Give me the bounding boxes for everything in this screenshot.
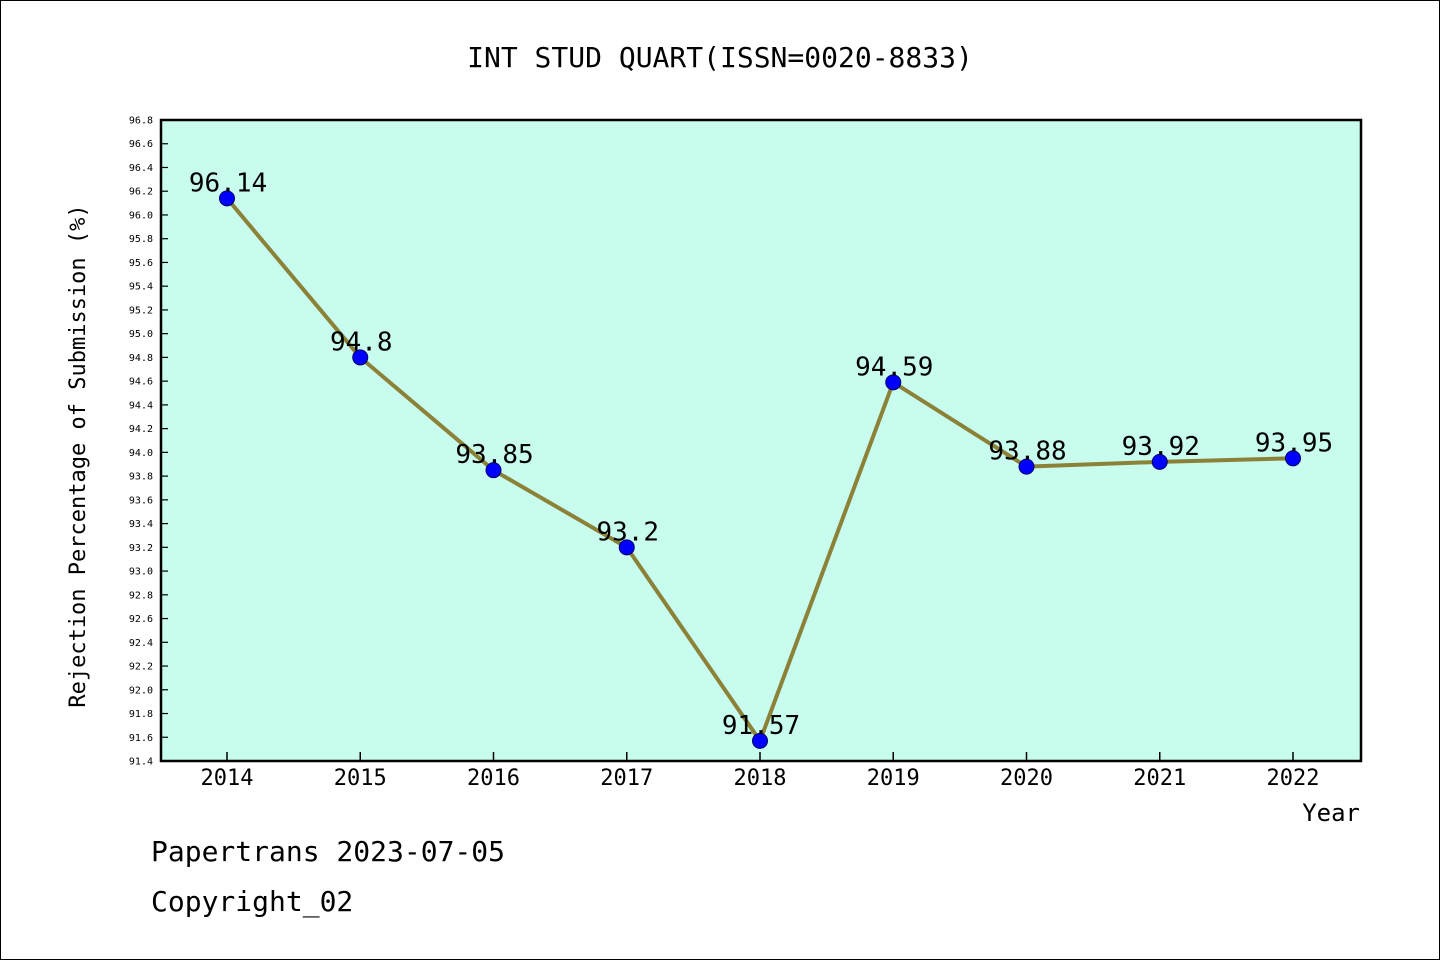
y-tick-label: 94.6 xyxy=(129,377,153,388)
x-tick-label: 2014 xyxy=(201,766,254,791)
y-tick-label: 94.4 xyxy=(129,400,153,411)
data-label: 96.14 xyxy=(189,168,267,198)
y-tick-label: 92.0 xyxy=(129,685,153,696)
x-tick-label: 2015 xyxy=(334,766,387,791)
y-tick-label: 92.8 xyxy=(129,590,153,601)
data-label: 94.8 xyxy=(330,327,393,357)
y-tick-label: 92.4 xyxy=(129,638,153,649)
y-tick-label: 95.2 xyxy=(129,305,153,316)
y-tick-label: 95.4 xyxy=(129,282,153,293)
data-label: 93.95 xyxy=(1255,428,1333,458)
footer-copyright: Copyright_02 xyxy=(151,885,354,918)
y-tick-label: 94.8 xyxy=(129,353,153,364)
y-tick-label: 94.0 xyxy=(129,448,153,459)
data-label: 91.57 xyxy=(722,711,800,741)
data-point xyxy=(219,190,235,207)
y-tick-label: 96.8 xyxy=(129,116,153,127)
x-tick-label: 2019 xyxy=(867,766,920,791)
y-tick-label: 96.0 xyxy=(129,210,153,221)
data-point xyxy=(752,732,768,749)
x-axis-title: Year xyxy=(1302,799,1360,827)
y-tick-label: 95.8 xyxy=(129,234,153,245)
y-tick-label: 93.0 xyxy=(129,567,153,578)
y-tick-label: 95.0 xyxy=(129,329,153,340)
chart-title: INT STUD QUART(ISSN=0020-8833) xyxy=(467,41,973,74)
x-tick-label: 2018 xyxy=(734,766,787,791)
y-tick-label: 92.2 xyxy=(129,662,153,673)
y-tick-label: 96.2 xyxy=(129,187,153,198)
footer-date: Papertrans 2023-07-05 xyxy=(151,835,506,868)
data-point xyxy=(1018,458,1035,475)
data-label: 93.88 xyxy=(988,437,1066,467)
y-tick-label: 96.6 xyxy=(129,139,153,150)
data-point xyxy=(1151,453,1168,470)
y-tick-label: 93.4 xyxy=(129,519,153,530)
data-point xyxy=(1285,450,1301,467)
y-tick-label: 91.6 xyxy=(129,733,153,744)
data-point xyxy=(885,374,902,391)
y-tick-label: 94.2 xyxy=(129,424,153,435)
series-markers xyxy=(219,190,1301,749)
data-point xyxy=(352,349,369,366)
x-tick-label: 2020 xyxy=(1000,766,1053,791)
data-point xyxy=(485,462,502,479)
x-tick-label: 2016 xyxy=(467,766,520,791)
data-label: 93.85 xyxy=(455,440,533,470)
y-axis: 91.4 91.6 91.8 92.0 92.2 92.4 92.6 92.8 93.0 93.2… xyxy=(129,116,168,768)
data-labels: 96.14 94.8 93.85 93.2 91.57 94.59 93.88 93.92 93… xyxy=(189,168,1333,740)
data-label: 93.2 xyxy=(596,517,659,547)
y-tick-label: 93.2 xyxy=(129,543,153,554)
x-tick-label: 2017 xyxy=(600,766,653,791)
y-tick-label: 91.4 xyxy=(129,757,153,768)
plot-area xyxy=(159,118,1363,763)
y-tick-label: 93.6 xyxy=(129,495,153,506)
data-point xyxy=(618,539,635,556)
y-tick-label: 92.6 xyxy=(129,614,153,625)
y-axis-title: Rejection Percentage of Submission (%) xyxy=(66,204,91,707)
x-tick-label: 2021 xyxy=(1133,766,1186,791)
y-tick-label: 96.4 xyxy=(129,163,153,174)
data-label: 93.92 xyxy=(1122,432,1200,462)
data-label: 94.59 xyxy=(855,352,933,382)
x-tick-label: 2022 xyxy=(1267,766,1320,791)
y-tick-label: 93.8 xyxy=(129,472,153,483)
x-axis: 2014 2015 2016 2017 2018 2019 2020 2021 2022 xyxy=(201,752,1320,791)
y-tick-label: 91.8 xyxy=(129,709,153,720)
y-tick-label: 95.6 xyxy=(129,258,153,269)
